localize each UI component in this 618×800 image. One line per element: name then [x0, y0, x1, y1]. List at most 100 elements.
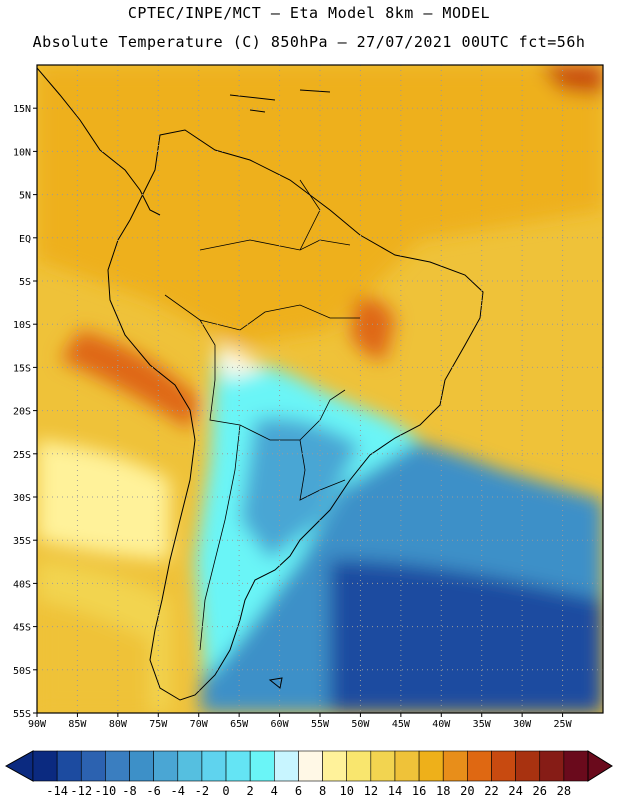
colorbar-swatch	[56, 750, 82, 782]
colorbar-swatch	[322, 750, 347, 782]
lon-label: 85W	[68, 719, 87, 730]
colorbar-label: 8	[319, 784, 326, 798]
colorbar-swatch	[418, 750, 444, 782]
pacific-far-south	[37, 600, 150, 713]
lat-label: 50S	[13, 666, 31, 677]
colorbar-label: 6	[295, 784, 302, 798]
falklands	[268, 677, 283, 689]
colorbar-swatch	[370, 750, 396, 782]
colorbar-label: 22	[484, 784, 498, 798]
lat-label: 5N	[19, 191, 31, 202]
country-borders	[164, 179, 360, 651]
colorbar-swatch	[80, 750, 106, 782]
bolivia-mild	[215, 345, 265, 380]
colorbar-label: 2	[247, 784, 254, 798]
lon-label: 25W	[554, 719, 573, 730]
colorbar-swatch	[153, 750, 179, 782]
lat-label: 35S	[13, 536, 31, 547]
colorbar-swatch	[201, 750, 227, 782]
colorbar-label: 24	[508, 784, 522, 798]
lat-label: 55S	[13, 709, 31, 720]
colorbar-label: -2	[195, 784, 209, 798]
colorbar-label: -6	[146, 784, 160, 798]
lat-label: EQ	[19, 234, 31, 245]
colorbar-label: 14	[388, 784, 402, 798]
lon-label: 80W	[109, 719, 128, 730]
lat-label: 15N	[13, 104, 31, 115]
lat-label: 10N	[13, 147, 31, 158]
axis-ticks	[33, 107, 564, 717]
colorbar-swatch	[32, 750, 58, 782]
lat-label: 20S	[13, 407, 31, 418]
lat-label: 10S	[13, 320, 31, 331]
ne-hot-corner	[540, 65, 603, 95]
colorbar-swatch	[491, 750, 516, 782]
brazil-hotspot	[350, 297, 395, 360]
lat-label: 45S	[13, 623, 31, 634]
colorbar-swatch	[394, 750, 420, 782]
chart-title: CPTEC/INPE/MCT – Eta Model 8km – MODEL	[127, 4, 491, 22]
colorbar-label: 18	[436, 784, 450, 798]
colorbar-swatch	[467, 750, 492, 782]
andes-warm	[60, 330, 200, 430]
colorbar-label: 0	[222, 784, 229, 798]
colorbar-label: -12	[70, 784, 92, 798]
colorbar: -14 -12 -10 -8 -6 -4 -2 0 2 4 6 8 10 12 14 16 18 20 22 24 26…	[4, 750, 613, 798]
atlantic-cold	[330, 560, 603, 713]
colorbar-labels: -14 -12 -10 -8 -6 -4 -2 0 2 4 6 8 10 12 14 16 18 20 22 24 26…	[46, 784, 571, 798]
colorbar-swatch	[515, 750, 541, 782]
lon-label: 70W	[190, 719, 209, 730]
colorbar-label: -10	[95, 784, 117, 798]
colorbar-swatch	[129, 750, 154, 782]
lon-label: 45W	[392, 719, 411, 730]
colorbar-label: -14	[46, 784, 68, 798]
colorbar-swatch	[442, 750, 468, 782]
lon-label: 65W	[230, 719, 249, 730]
colorbar-over-arrow	[587, 750, 613, 782]
lon-label: 35W	[473, 719, 492, 730]
colorbar-label: 4	[271, 784, 278, 798]
lon-label: 90W	[28, 719, 47, 730]
colorbar-swatch	[539, 750, 565, 782]
colorbar-label: 28	[557, 784, 571, 798]
colorbar-label: -8	[122, 784, 136, 798]
grid-lines	[36, 65, 603, 714]
colorbar-swatch	[274, 750, 299, 782]
colorbar-label: 10	[339, 784, 353, 798]
colorbar-label: -4	[171, 784, 185, 798]
colorbar-swatches	[4, 750, 613, 782]
colorbar-label: 26	[533, 784, 547, 798]
lon-label: 40W	[432, 719, 451, 730]
longitude-labels: 90W 85W 80W 75W 70W 65W 60W 55W 50W 45W 40W 35W 30W 2…	[28, 719, 573, 730]
latitude-labels: 15N 10N 5N EQ 5S 10S 15S 20S 25S 30S 35S 40S 45S 50S 5…	[13, 104, 31, 720]
colorbar-swatch	[563, 750, 589, 782]
caribbean-islands	[229, 89, 331, 113]
colorbar-swatch	[225, 750, 251, 782]
colorbar-label: 20	[460, 784, 474, 798]
colorbar-swatch	[105, 750, 130, 782]
lat-label: 30S	[13, 493, 31, 504]
central-america-coast	[37, 67, 161, 216]
lon-label: 55W	[311, 719, 330, 730]
lon-label: 60W	[271, 719, 290, 730]
colorbar-label: 16	[412, 784, 426, 798]
colorbar-swatch	[249, 750, 275, 782]
colorbar-swatch	[298, 750, 323, 782]
lat-label: 40S	[13, 579, 31, 590]
pacific-mid	[37, 440, 170, 560]
coastlines	[37, 67, 484, 701]
lon-label: 75W	[149, 719, 168, 730]
lat-label: 5S	[19, 277, 31, 288]
south-america-coast	[107, 129, 484, 701]
temperature-map: 15N 10N 5N EQ 5S 10S 15S 20S 25S 30S 35S 40S 45S 50S 5…	[13, 64, 604, 730]
colorbar-under-arrow	[4, 750, 34, 782]
colorbar-swatch	[346, 750, 372, 782]
colorbar-swatch	[177, 750, 203, 782]
colorbar-label: 12	[364, 784, 378, 798]
lat-label: 15S	[13, 363, 31, 374]
lon-label: 30W	[513, 719, 532, 730]
lon-label: 50W	[351, 719, 370, 730]
continental-colder	[240, 417, 360, 560]
chart-subtitle: Absolute Temperature (C) 850hPa – 27/07/…	[32, 33, 586, 51]
lat-label: 25S	[13, 450, 31, 461]
